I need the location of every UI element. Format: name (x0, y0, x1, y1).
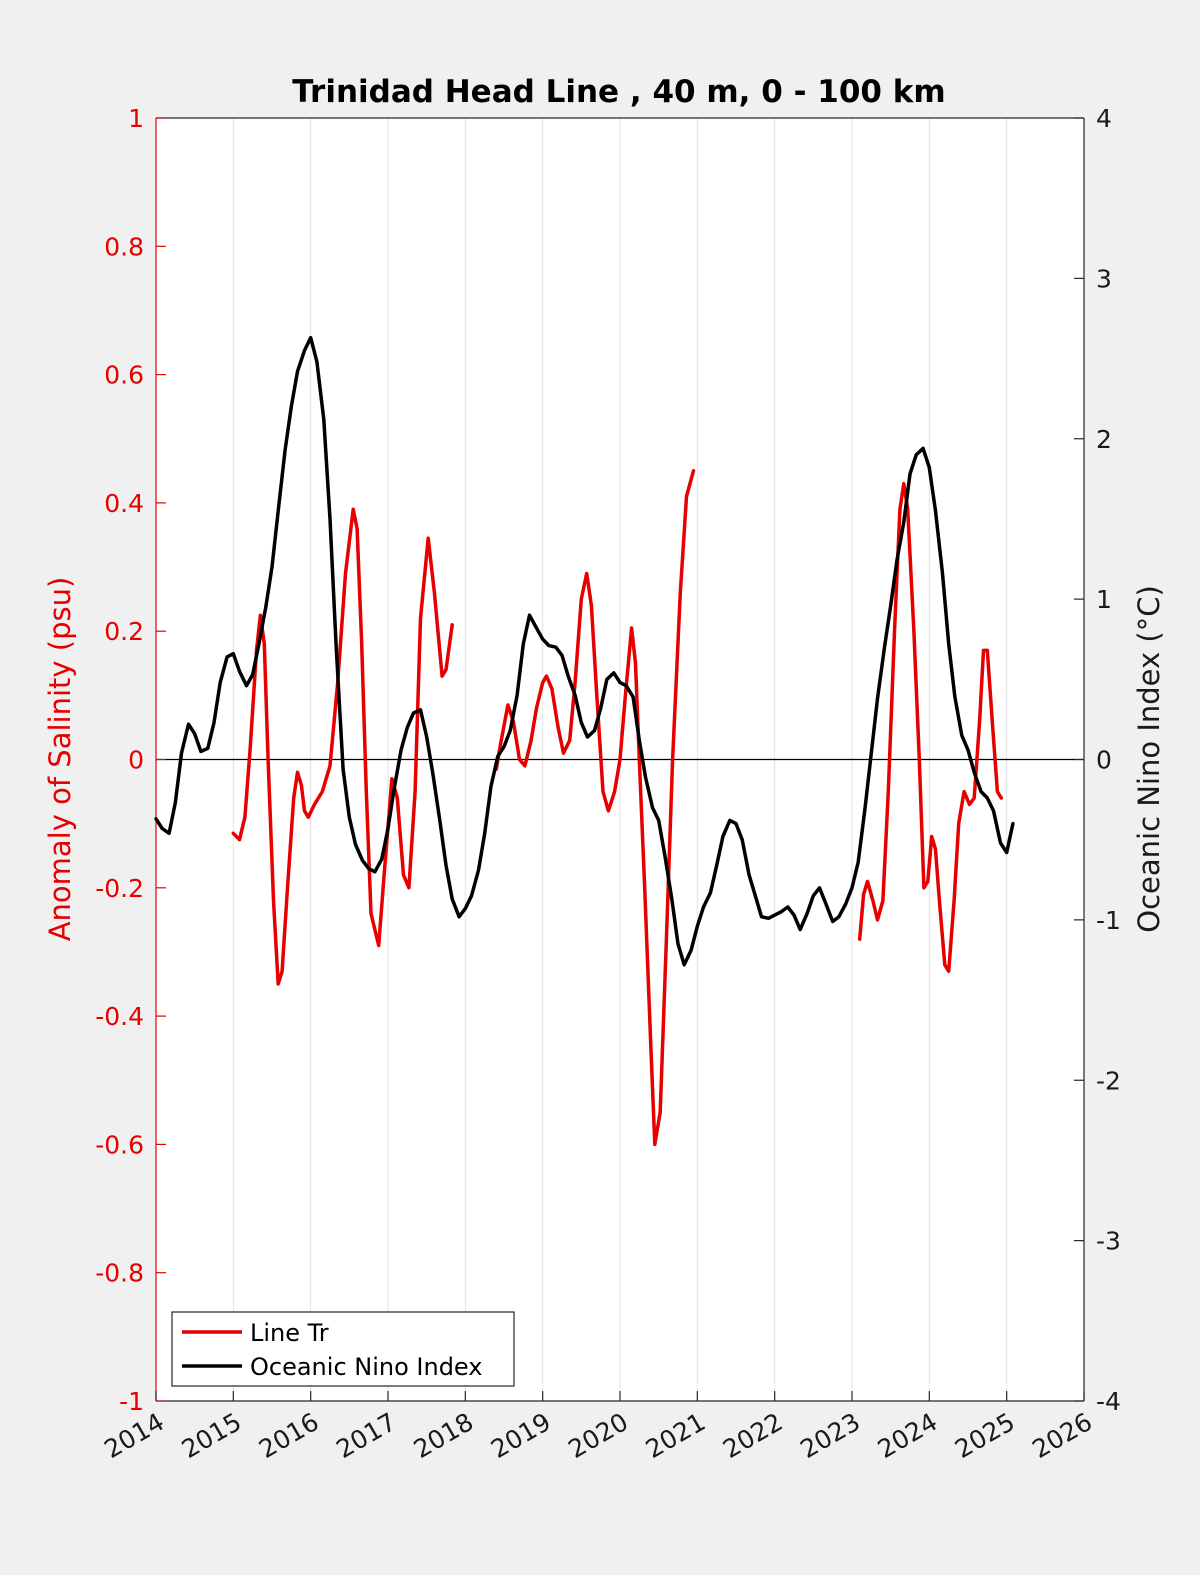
y-tick-label-left: 0.2 (104, 617, 144, 646)
x-tick-label: 2016 (254, 1407, 324, 1464)
y-tick-label-right: 3 (1096, 264, 1112, 293)
x-tick-label: 2024 (873, 1407, 943, 1464)
y-tick-label-right: 2 (1096, 425, 1112, 454)
y-tick-label-left: -1 (119, 1387, 144, 1416)
y-tick-label-right: -4 (1096, 1387, 1121, 1416)
y-tick-label-left: -0.2 (95, 874, 144, 903)
x-tick-label: 2021 (641, 1407, 711, 1464)
x-tick-label: 2022 (718, 1407, 788, 1464)
y-tick-label-left: -0.8 (95, 1259, 144, 1288)
x-tick-label: 2020 (563, 1407, 633, 1464)
y-tick-label-right: 4 (1096, 104, 1112, 133)
x-tick-label: 2026 (1027, 1407, 1097, 1464)
series-line-line-tr (857, 481, 1004, 973)
x-tick-label: 2025 (950, 1407, 1020, 1464)
y-tick-label-right: -3 (1096, 1227, 1121, 1256)
y-tick-label-right: -1 (1096, 906, 1121, 935)
x-tick-label: 2023 (795, 1407, 865, 1464)
series-line-line-tr (494, 469, 696, 1147)
x-tick-label: 2018 (409, 1407, 479, 1464)
legend-label-oni: Oceanic Nino Index (250, 1353, 482, 1381)
x-tick-label: 2019 (486, 1407, 556, 1464)
x-tick-label: 2017 (331, 1407, 401, 1464)
y-axis-left-label: Anomaly of Salinity (psu) (43, 577, 77, 942)
legend-label-line-tr: Line Tr (250, 1319, 329, 1347)
y-tick-label-left: -0.4 (95, 1002, 144, 1031)
series-line-line-tr (231, 507, 454, 986)
y-axis-right-label: Oceanic Nino Index (°C) (1132, 585, 1166, 933)
y-tick-label-left: 0 (128, 746, 144, 775)
x-tick-label: 2015 (177, 1407, 247, 1464)
y-tick-label-left: 1 (128, 104, 144, 133)
y-tick-label-left: 0.6 (104, 361, 144, 390)
y-tick-label-right: 0 (1096, 746, 1112, 775)
y-tick-label-right: 1 (1096, 585, 1112, 614)
plot-area: 1 0.8 0.6 0.4 0.2 0 -0.2 -0.4 -0.6 -0.8 -1 4 3 2 1 0 -1 -… (95, 104, 1121, 1464)
chart-title: Trinidad Head Line , 40 m, 0 - 100 km (292, 74, 945, 110)
y-tick-label-left: -0.6 (95, 1130, 144, 1159)
series-line-oceanic-nino-index (154, 335, 1015, 967)
legend: Line Tr Oceanic Nino Index (171, 1311, 515, 1387)
y-tick-label-left: 0.8 (104, 232, 144, 261)
y-tick-label-right: -2 (1096, 1066, 1121, 1095)
legend-box (171, 1311, 515, 1387)
y-tick-label-left: 0.4 (104, 489, 144, 518)
